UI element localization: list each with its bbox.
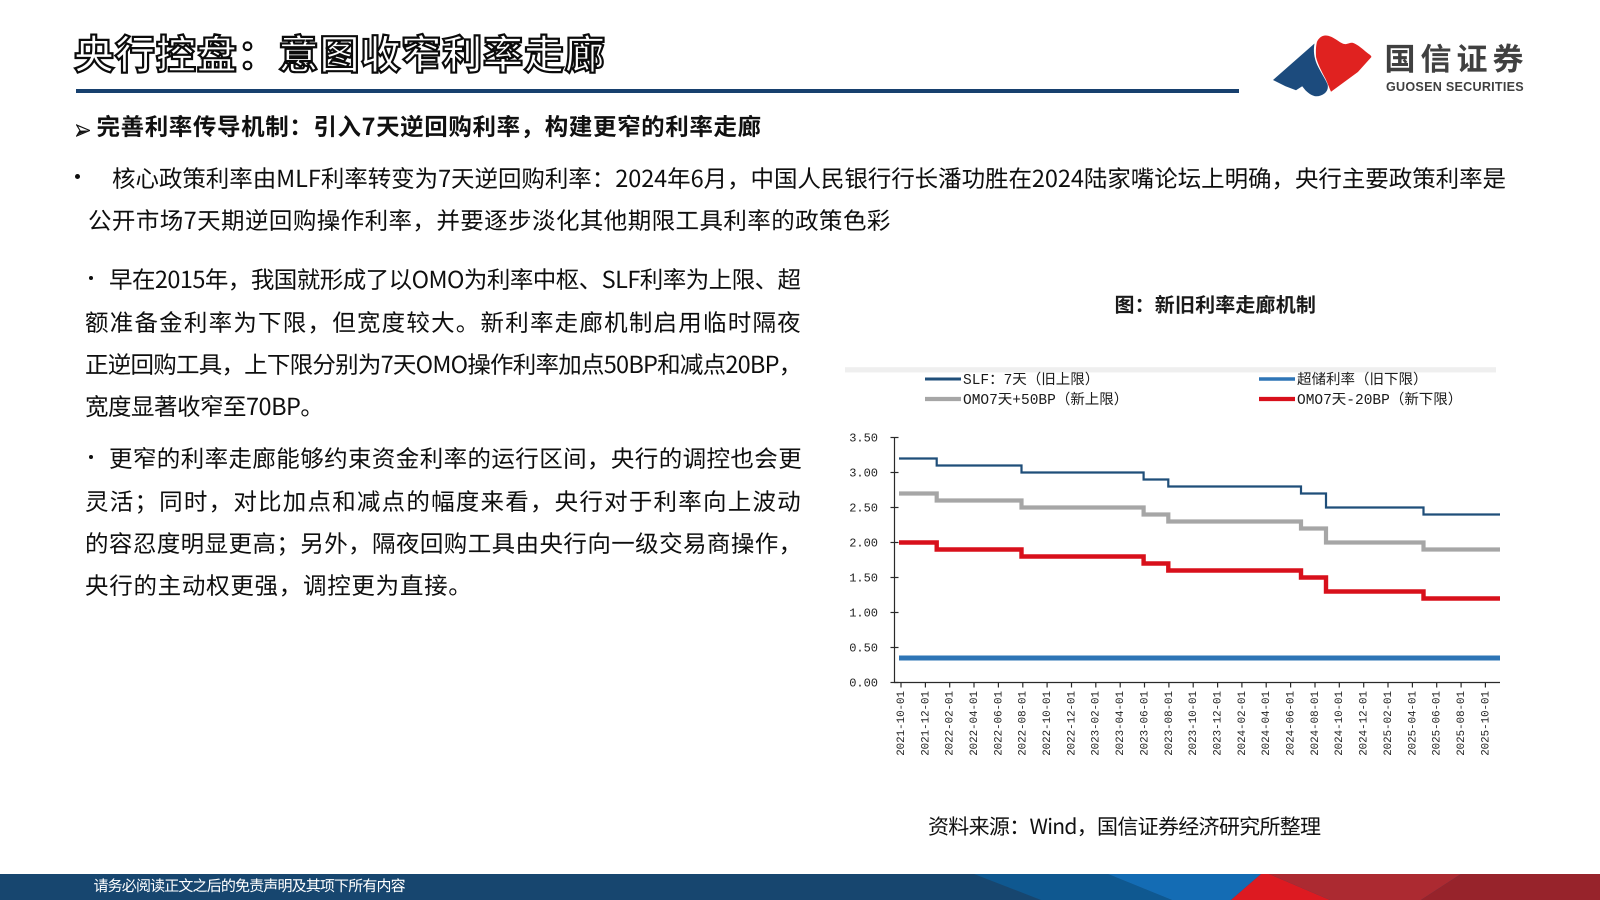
svg-text:2022-08-01: 2022-08-01 [1018, 691, 1030, 756]
svg-text:2023-04-01: 2023-04-01 [1115, 691, 1127, 756]
svg-text:2025-08-01: 2025-08-01 [1456, 691, 1468, 756]
svg-text:2024-08-01: 2024-08-01 [1310, 691, 1322, 756]
svg-text:2025-02-01: 2025-02-01 [1383, 691, 1395, 756]
svg-text:2024-06-01: 2024-06-01 [1285, 691, 1297, 756]
svg-text:2024-12-01: 2024-12-01 [1359, 691, 1371, 756]
svg-text:1.00: 1.00 [849, 607, 878, 621]
svg-text:2023-02-01: 2023-02-01 [1091, 691, 1103, 756]
svg-text:0.00: 0.00 [849, 677, 878, 691]
svg-text:2022-12-01: 2022-12-01 [1066, 691, 1078, 756]
svg-text:2021-10-01: 2021-10-01 [896, 691, 908, 756]
svg-text:2022-04-01: 2022-04-01 [969, 691, 981, 756]
svg-text:0.50: 0.50 [849, 642, 878, 656]
svg-text:2024-10-01: 2024-10-01 [1334, 691, 1346, 756]
svg-text:OMO7天-20BP（新下限）: OMO7天-20BP（新下限） [1297, 391, 1462, 409]
svg-text:2025-06-01: 2025-06-01 [1432, 691, 1444, 756]
svg-text:2.50: 2.50 [849, 502, 878, 516]
svg-text:2023-10-01: 2023-10-01 [1188, 691, 1200, 756]
svg-text:OMO7天+50BP（新上限）: OMO7天+50BP（新上限） [963, 391, 1128, 409]
svg-text:2021-12-01: 2021-12-01 [920, 691, 932, 756]
svg-text:SLF：7天（旧上限）: SLF：7天（旧上限） [963, 371, 1099, 389]
svg-text:2024-02-01: 2024-02-01 [1237, 691, 1249, 756]
svg-text:2023-08-01: 2023-08-01 [1164, 691, 1176, 756]
svg-text:3.00: 3.00 [849, 467, 878, 481]
svg-text:1.50: 1.50 [849, 572, 878, 586]
svg-text:2023-12-01: 2023-12-01 [1212, 691, 1224, 756]
svg-text:超储利率（旧下限）: 超储利率（旧下限） [1297, 371, 1428, 389]
svg-text:2022-02-01: 2022-02-01 [945, 691, 957, 756]
svg-text:3.50: 3.50 [849, 432, 878, 446]
svg-text:2023-06-01: 2023-06-01 [1139, 691, 1151, 756]
svg-text:2.00: 2.00 [849, 537, 878, 551]
svg-text:2025-10-01: 2025-10-01 [1480, 691, 1492, 756]
svg-text:2022-06-01: 2022-06-01 [993, 691, 1005, 756]
svg-text:2025-04-01: 2025-04-01 [1407, 691, 1419, 756]
svg-text:2022-10-01: 2022-10-01 [1042, 691, 1054, 756]
svg-text:2024-04-01: 2024-04-01 [1261, 691, 1273, 756]
